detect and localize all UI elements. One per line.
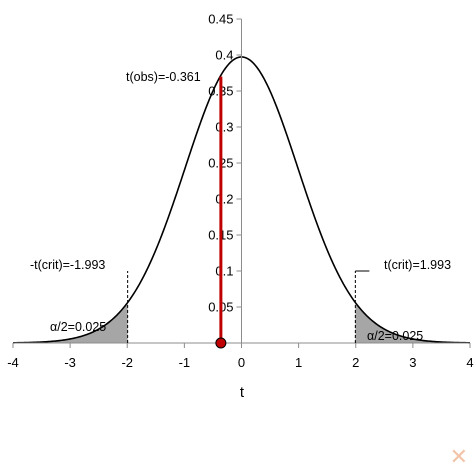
x-tick-label: 0	[238, 355, 245, 370]
x-tick-label: 1	[295, 355, 302, 370]
x-axis-title: t	[240, 384, 245, 401]
y-tick-label: 0.2	[215, 192, 233, 207]
close-mark-icon: ✕	[449, 445, 468, 470]
axes: -4-3-2-1012340.050.10.150.20.250.30.350.…	[7, 12, 473, 371]
left-alpha-label: α/2=0.025	[50, 320, 106, 334]
x-tick-label: -4	[7, 355, 19, 370]
x-tick-label: -3	[64, 355, 76, 370]
y-tick-label: 0.45	[208, 12, 233, 27]
right-critical-region	[355, 302, 470, 343]
critical-region-fills	[13, 302, 470, 343]
x-tick-label: -1	[179, 355, 191, 370]
critical-value-lines	[127, 270, 370, 343]
x-tick-label: 4	[466, 355, 473, 370]
y-tick-label: 0.4	[215, 48, 233, 63]
t-obs-point	[215, 337, 227, 349]
t-obs-label: t(obs)=-0.361	[126, 70, 201, 84]
x-tick-label: 2	[352, 355, 359, 370]
left-critical-region	[13, 302, 128, 343]
right-alpha-label: α/2=0.025	[367, 329, 423, 343]
observed-statistic-layer	[215, 76, 227, 349]
neg-crit-label: -t(crit)=-1.993	[30, 258, 105, 272]
pos-crit-label: t(crit)=1.993	[384, 258, 451, 272]
x-tick-label: 3	[409, 355, 416, 370]
y-tick-label: 0.3	[215, 120, 233, 135]
x-tick-label: -2	[121, 355, 133, 370]
y-tick-label: 0.1	[215, 264, 233, 279]
